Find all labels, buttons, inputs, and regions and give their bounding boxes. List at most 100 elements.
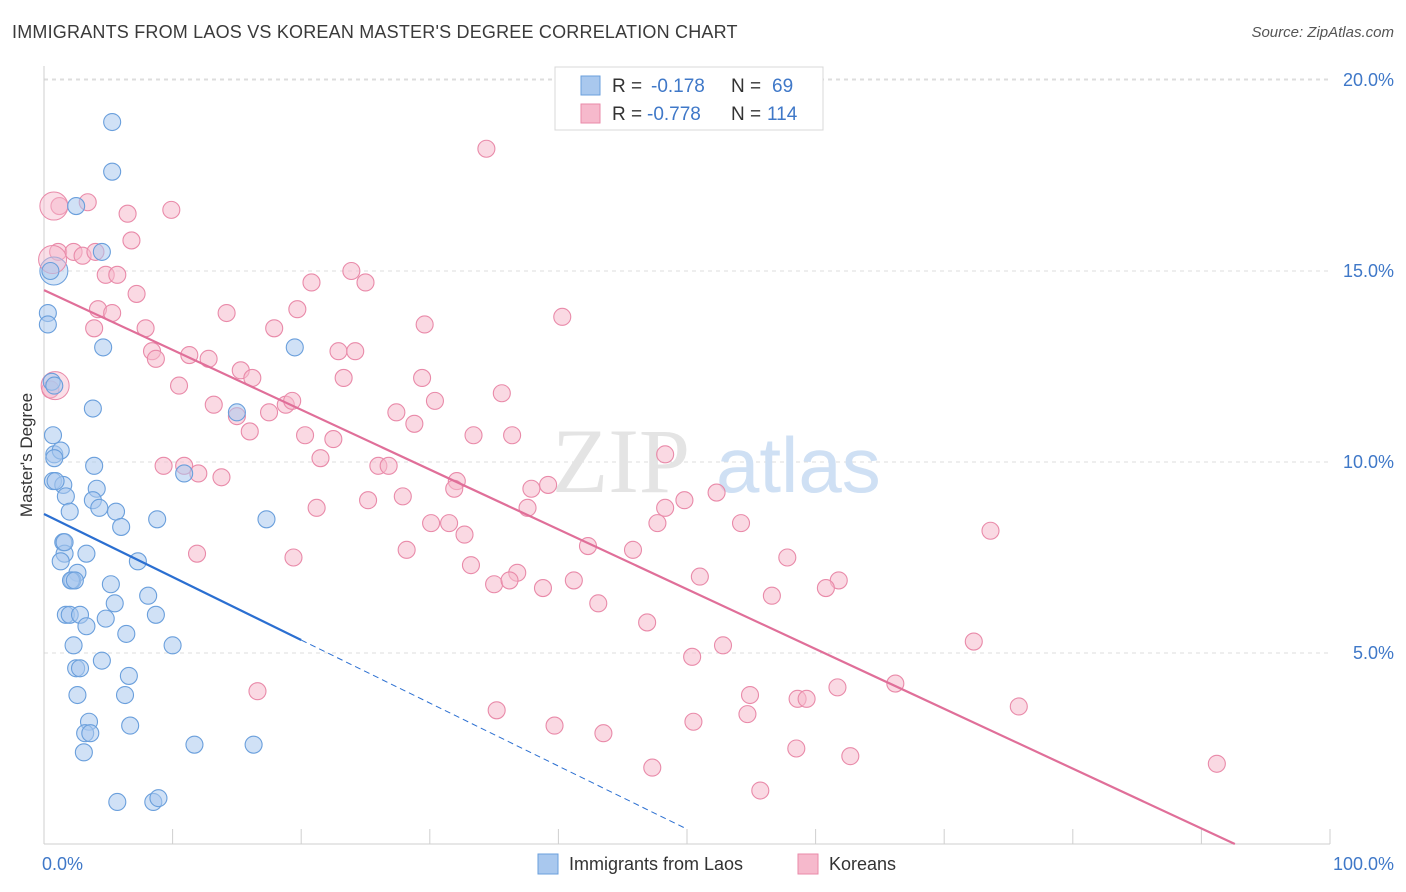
korean-point — [503, 426, 522, 445]
laos-point — [115, 685, 135, 705]
korean-point — [477, 139, 496, 158]
laos-point — [94, 338, 113, 357]
korean-point — [787, 739, 806, 758]
laos-point — [105, 594, 124, 613]
korean-point — [393, 487, 412, 506]
laos-point — [45, 376, 64, 395]
korean-point — [324, 430, 343, 449]
korean-point — [212, 468, 231, 487]
legend-n-label-korean: N = — [731, 104, 761, 125]
laos-point — [128, 552, 147, 571]
laos-point — [92, 242, 111, 261]
series-legend-label-laos: Immigrants from Laos — [569, 854, 743, 874]
korean-point — [162, 200, 181, 219]
korean-point — [1009, 697, 1028, 716]
korean-point — [464, 426, 483, 445]
korean-point — [122, 231, 141, 250]
korean-point — [311, 449, 330, 468]
laos-point — [45, 449, 64, 468]
watermark-atlas: atlas — [716, 421, 881, 509]
x-axis-ticks — [43, 829, 1331, 844]
laos-point — [101, 575, 120, 594]
laos-point — [64, 636, 83, 655]
korean-point — [405, 414, 424, 433]
stats-legend: R = -0.178 N = 69 R = -0.778 N = 114 — [554, 66, 824, 131]
laos-point — [139, 586, 158, 605]
korean-point — [118, 204, 137, 223]
korean-point — [461, 556, 481, 575]
korean-point — [455, 525, 474, 544]
korean-point — [302, 273, 321, 292]
korean-point — [500, 571, 519, 590]
korean-point — [522, 479, 541, 498]
korean-point — [397, 540, 416, 559]
korean-point — [342, 261, 361, 281]
korean-point — [594, 724, 613, 743]
laos-point — [103, 112, 122, 132]
laos-point — [121, 716, 140, 735]
korean-point — [346, 342, 365, 361]
korean-point — [284, 548, 303, 567]
y-tick-label: 15.0% — [1343, 261, 1394, 281]
korean-point — [359, 491, 378, 510]
korean-point — [487, 701, 506, 720]
korean-point — [1207, 754, 1226, 773]
korean-point — [656, 445, 675, 464]
korean-point — [841, 747, 860, 766]
legend-n-value-laos: 69 — [772, 76, 793, 97]
y-tick-label: 5.0% — [1353, 643, 1394, 663]
large-point — [39, 191, 69, 221]
legend-r-value-korean: -0.778 — [647, 104, 701, 125]
korean-point — [169, 376, 189, 395]
series-koreans — [38, 139, 1226, 800]
laos-point — [106, 502, 126, 521]
legend-swatch-laos — [580, 75, 601, 96]
korean-point — [738, 705, 757, 724]
korean-point — [533, 579, 553, 598]
laos-point — [227, 403, 246, 422]
laos-point — [117, 624, 136, 643]
korean-point — [690, 567, 709, 586]
korean-point — [240, 422, 259, 441]
laos-point — [175, 464, 194, 483]
laos-point — [51, 552, 70, 571]
korean-point — [85, 319, 104, 338]
korean-point — [553, 307, 572, 326]
korean-point — [415, 315, 434, 334]
laos-point — [149, 789, 168, 808]
korean-point — [440, 514, 459, 533]
korean-point — [981, 521, 1000, 540]
laos-point — [185, 735, 204, 754]
laos-point — [43, 426, 63, 445]
laos-point — [68, 685, 87, 705]
korean-point — [518, 498, 537, 517]
laos-point — [85, 456, 104, 475]
korean-point — [675, 491, 694, 510]
korean-point — [638, 613, 657, 632]
korean-point — [204, 395, 223, 414]
series-legend: Immigrants from Laos Koreans — [537, 853, 896, 875]
korean-point — [623, 540, 643, 559]
chart-title: IMMIGRANTS FROM LAOS VS KOREAN MASTER'S … — [12, 22, 738, 42]
legend-n-value-korean: 114 — [767, 104, 798, 125]
korean-point — [283, 391, 302, 410]
trend-line-laos-extension — [300, 639, 688, 830]
korean-point — [127, 284, 146, 303]
laos-point — [92, 651, 111, 670]
laos-point — [60, 502, 79, 521]
korean-point — [707, 483, 726, 502]
trend-line-koreans — [43, 289, 1236, 845]
korean-point — [307, 498, 326, 517]
korean-point — [154, 456, 173, 475]
korean-point — [288, 300, 307, 319]
source-credit: Source: ZipAtlas.com — [1251, 24, 1394, 41]
laos-point — [285, 338, 304, 357]
laos-point — [112, 517, 131, 536]
korean-point — [492, 384, 511, 403]
laos-point — [38, 315, 57, 334]
legend-r-value-laos: -0.178 — [651, 76, 705, 97]
korean-point — [564, 571, 583, 590]
korean-point — [356, 273, 375, 292]
laos-point — [103, 162, 122, 181]
korean-point — [656, 498, 675, 517]
